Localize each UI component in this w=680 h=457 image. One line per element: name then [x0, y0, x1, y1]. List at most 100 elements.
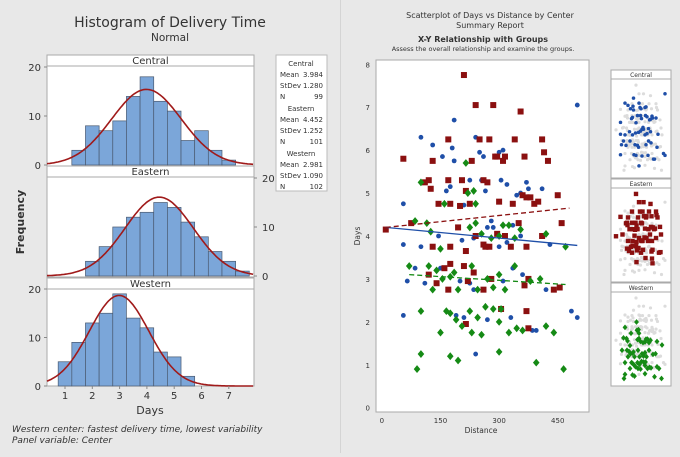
- data-point: [449, 145, 455, 151]
- mini-data-point: [646, 227, 651, 232]
- mini-other-point: [618, 258, 623, 262]
- data-point: [531, 200, 538, 207]
- data-point: [514, 192, 520, 198]
- mini-other-point: [652, 271, 657, 275]
- legend-stat-value: 2.981: [303, 161, 323, 169]
- mini-other-point: [655, 129, 659, 133]
- legend-stat-value: 1.252: [303, 127, 323, 135]
- histogram-bar: [153, 100, 168, 166]
- data-point: [405, 262, 413, 270]
- legend-stat-value: 101: [310, 138, 323, 146]
- data-point: [508, 315, 514, 320]
- y-tick-label: 0: [262, 272, 268, 283]
- histogram-bar: [180, 375, 196, 387]
- mini-data-point: [626, 248, 632, 254]
- data-point: [453, 313, 459, 318]
- mini-other-point: [663, 200, 667, 204]
- mini-other-point: [621, 125, 626, 129]
- mini-other-point: [647, 244, 651, 248]
- data-point: [483, 188, 488, 194]
- data-point: [400, 155, 407, 162]
- data-point: [451, 158, 457, 164]
- mini-data-point: [639, 116, 644, 121]
- mini-other-point: [641, 304, 646, 308]
- histogram-subtitle: Normal: [151, 32, 189, 44]
- mini-other-point: [650, 343, 654, 347]
- mini-data-point: [653, 350, 658, 357]
- mini-other-point: [638, 263, 643, 267]
- mini-data-point: [663, 153, 667, 158]
- mini-data-point: [639, 106, 643, 111]
- histogram-bar: [71, 149, 86, 166]
- mini-other-point: [653, 142, 658, 146]
- mini-data-point: [642, 226, 648, 231]
- mini-data-point: [627, 342, 633, 349]
- legend-stat-label: N: [280, 138, 285, 146]
- mini-other-point: [623, 114, 627, 118]
- mini-other-point: [641, 232, 645, 236]
- legend-group-name: Eastern: [288, 105, 315, 113]
- mini-other-point: [634, 108, 639, 113]
- data-point: [486, 136, 493, 143]
- data-point: [504, 182, 510, 187]
- mini-other-point: [645, 326, 649, 330]
- mini-other-point: [637, 232, 641, 237]
- mini-other-point: [640, 259, 644, 263]
- mini-other-point: [634, 83, 638, 87]
- histogram-bar: [98, 312, 114, 387]
- mini-other-point: [648, 94, 653, 98]
- mini-other-point: [659, 126, 663, 130]
- data-point: [484, 275, 491, 283]
- data-point: [524, 179, 529, 185]
- mini-data-point: [632, 227, 638, 232]
- mini-other-point: [618, 331, 623, 335]
- mini-other-point: [641, 145, 646, 149]
- data-point: [541, 149, 548, 156]
- legend-stat-label: Mean: [280, 71, 299, 79]
- mini-other-point: [619, 248, 624, 252]
- mini-other-point: [650, 133, 654, 137]
- mini-other-point: [625, 235, 630, 239]
- mini-data-point: [632, 373, 637, 379]
- mini-data-point: [642, 362, 648, 369]
- mini-other-point: [618, 362, 623, 366]
- mini-other-point: [632, 166, 637, 170]
- mini-other-point: [619, 352, 624, 356]
- mini-data-point: [631, 96, 636, 100]
- mini-other-point: [630, 325, 634, 329]
- data-point: [433, 280, 440, 287]
- data-point: [446, 352, 454, 361]
- mini-data-point: [637, 164, 641, 168]
- legend-stat-label: Mean: [280, 116, 299, 124]
- panel-label: Western: [130, 279, 171, 290]
- mini-other-point: [659, 336, 663, 341]
- data-point: [422, 280, 428, 286]
- data-point: [525, 325, 532, 332]
- mini-other-point: [634, 344, 639, 348]
- mini-data-point: [625, 238, 631, 244]
- data-point: [496, 149, 502, 155]
- mini-data-point: [648, 365, 654, 371]
- histogram-bar: [167, 207, 182, 277]
- legend-stat-value: 4.452: [303, 116, 323, 124]
- mini-data-point: [632, 233, 637, 238]
- mini-data-point: [618, 214, 623, 220]
- mini-data-point: [631, 108, 636, 112]
- mini-data-point: [634, 121, 638, 125]
- mini-other-point: [623, 257, 627, 261]
- data-point: [417, 307, 425, 316]
- mini-other-point: [618, 342, 623, 346]
- scatter-chart: Scatterplot of Days vs Distance by Cente…: [353, 11, 672, 435]
- mini-other-point: [654, 327, 658, 331]
- mini-other-point: [658, 145, 663, 149]
- mini-data-point: [619, 143, 624, 147]
- data-point: [430, 142, 436, 148]
- data-point: [445, 286, 452, 293]
- footnote-2: Panel variable: Center: [12, 436, 113, 446]
- data-point: [494, 153, 501, 160]
- mini-data-point: [635, 365, 641, 372]
- data-point: [447, 243, 454, 250]
- histogram-bar: [126, 96, 141, 166]
- mini-other-point: [630, 313, 634, 318]
- mini-other-point: [624, 126, 629, 130]
